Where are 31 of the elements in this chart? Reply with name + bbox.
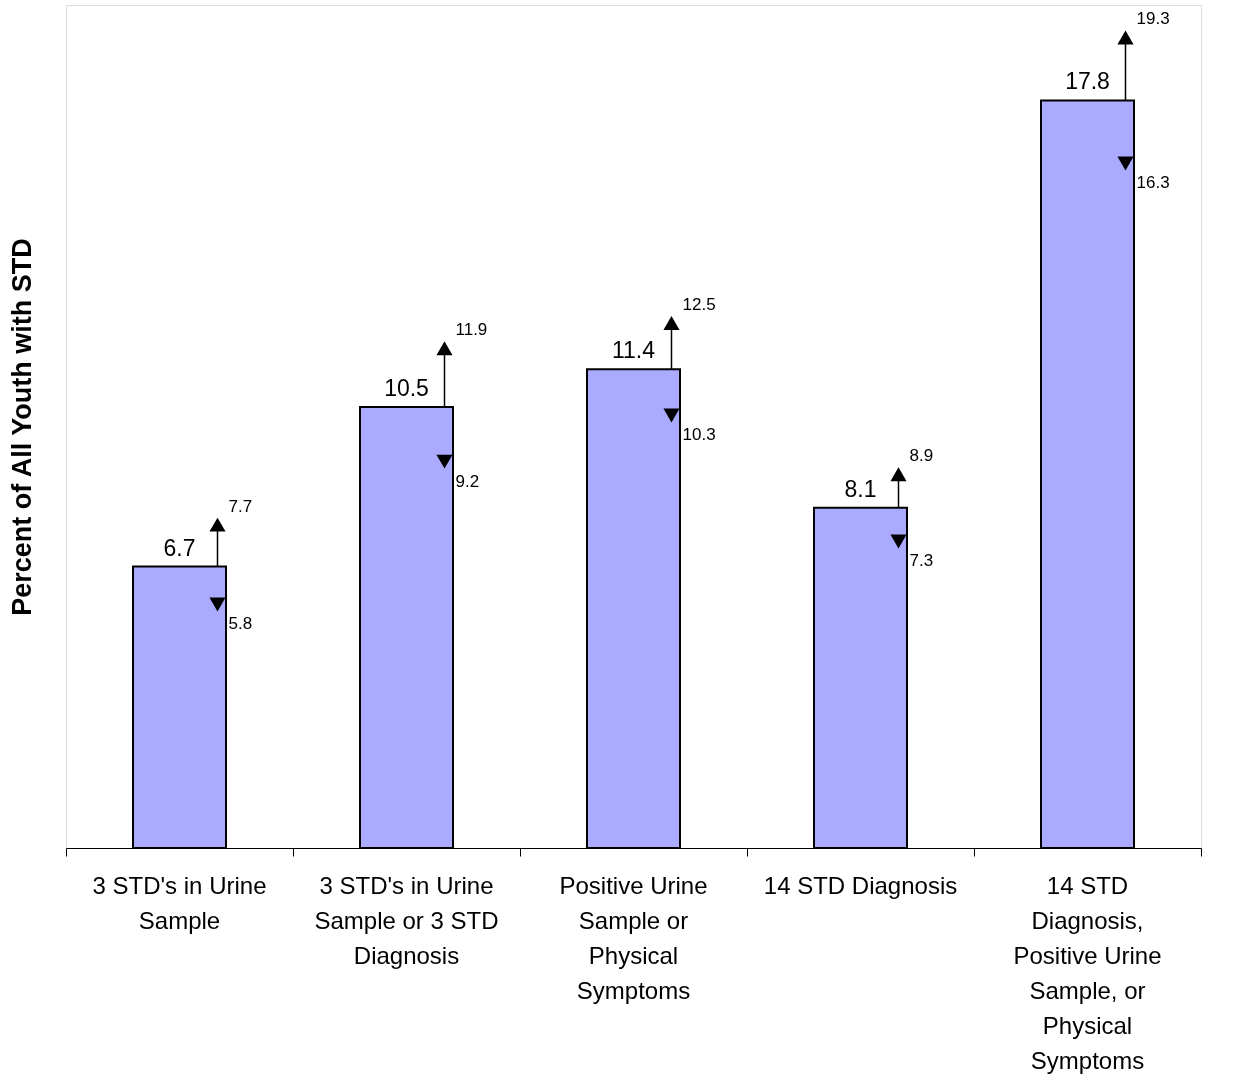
point [663, 316, 680, 330]
data-label: 8.9 [909, 446, 934, 466]
point [1117, 30, 1134, 45]
data-label: 16.3 [1136, 173, 1170, 193]
point [209, 517, 226, 532]
data-label: 19.3 [1136, 9, 1170, 29]
y-axis-title: Percent of All Youth with STD [6, 238, 37, 616]
data-label: 10.3 [682, 425, 716, 445]
data-label: 10.5 [384, 375, 429, 402]
data-label: 12.5 [682, 295, 716, 315]
point [663, 408, 680, 423]
data-label: 8.1 [844, 475, 877, 502]
x-tick-label: 14 STD Diagnosis, Positive Urine Sample, or Physical Symptoms [1013, 872, 1162, 1074]
data-label: 11.9 [455, 320, 488, 340]
data-label: 11.4 [611, 337, 656, 364]
point [1117, 156, 1134, 171]
data-label: 9.2 [455, 471, 480, 491]
point [890, 467, 907, 482]
x-tick-label: Positive Urine Sample or Physical Symptoms [559, 872, 708, 1004]
point [436, 454, 453, 469]
point [209, 597, 226, 612]
x-tick-label: 3 STD's in Urine Sample or 3 STD Diagnosis [314, 872, 499, 969]
data-label: 6.7 [163, 534, 196, 561]
data-label: 7.3 [909, 551, 934, 571]
x-tick-label: 3 STD's in Urine Sample [92, 872, 267, 934]
x-tick-label: 14 STD Diagnosis [763, 872, 958, 899]
data-label: 7.7 [228, 496, 253, 516]
point [436, 341, 453, 356]
point [890, 534, 907, 549]
data-label: 17.8 [1065, 68, 1110, 95]
data-label: 5.8 [228, 614, 253, 634]
